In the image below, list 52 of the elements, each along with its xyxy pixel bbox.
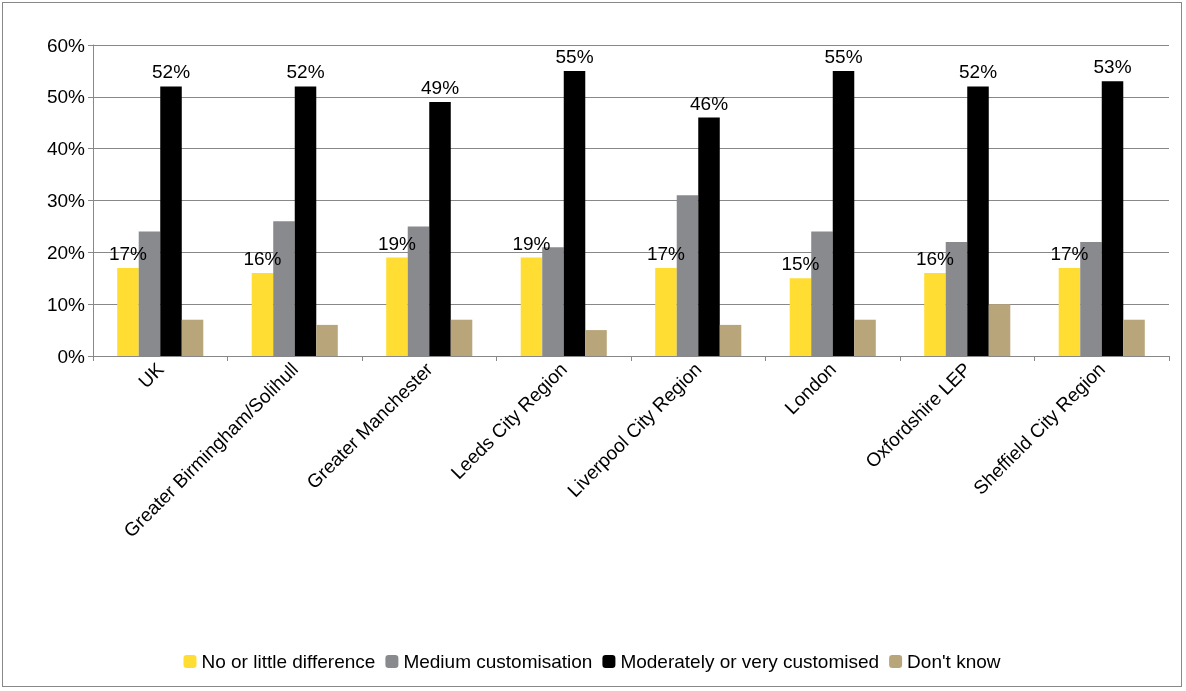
- bar: [563, 70, 586, 356]
- bar: [1123, 319, 1145, 356]
- y-tick-label: 0%: [57, 345, 86, 367]
- bar: [924, 273, 946, 356]
- legend-label: Medium customisation: [403, 651, 593, 672]
- bar: [1058, 267, 1081, 356]
- bar: [316, 324, 338, 356]
- data-label: 16%: [915, 248, 955, 270]
- x-tick-label: UK: [134, 358, 168, 393]
- bar: [160, 86, 182, 356]
- data-label: 52%: [151, 61, 191, 83]
- bar: [967, 86, 989, 356]
- data-label: 49%: [420, 77, 460, 99]
- bar: [854, 319, 876, 356]
- bar: [698, 117, 720, 356]
- bar: [585, 330, 607, 356]
- data-label: 52%: [958, 61, 998, 83]
- data-label: 55%: [824, 45, 863, 67]
- y-tick-label: 20%: [46, 241, 86, 263]
- data-label: 16%: [243, 248, 282, 270]
- data-label: 17%: [1050, 242, 1089, 264]
- legend-label: Moderately or very customised: [620, 651, 880, 672]
- legend-label: No or little difference: [201, 651, 376, 672]
- bar: [719, 324, 742, 356]
- data-label: 53%: [1093, 56, 1132, 78]
- data-label: 17%: [108, 242, 148, 264]
- bar: [181, 319, 204, 356]
- bar: [429, 102, 451, 356]
- y-tick-label: 60%: [46, 34, 86, 56]
- bar: [832, 70, 855, 356]
- bar: [789, 278, 812, 356]
- bar: [520, 257, 543, 356]
- data-label: 46%: [689, 92, 729, 114]
- legend-label: Don't know: [907, 651, 1001, 672]
- data-label: 19%: [377, 232, 417, 254]
- bar: [450, 319, 473, 356]
- y-tick-label: 10%: [46, 293, 86, 315]
- bar: [386, 257, 408, 356]
- bar: [1101, 81, 1124, 356]
- data-label: 19%: [512, 232, 551, 254]
- data-label: 55%: [555, 45, 594, 67]
- data-label: 17%: [646, 242, 686, 264]
- bar: [988, 304, 1011, 356]
- y-tick-label: 40%: [46, 138, 86, 160]
- y-tick-label: 50%: [46, 86, 86, 108]
- data-label: 52%: [286, 61, 325, 83]
- y-tick-label: 30%: [46, 190, 86, 211]
- bar: [251, 273, 274, 356]
- data-label: 15%: [781, 253, 820, 275]
- bar: [294, 86, 317, 356]
- bar: [655, 267, 677, 356]
- bar: [117, 267, 139, 356]
